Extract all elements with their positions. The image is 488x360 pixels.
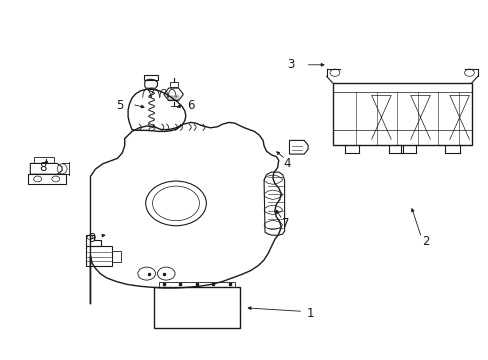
Text: 7: 7 xyxy=(282,217,289,230)
Text: 8: 8 xyxy=(39,161,47,174)
Text: 1: 1 xyxy=(306,307,314,320)
Text: 9: 9 xyxy=(88,232,96,245)
Text: 6: 6 xyxy=(186,99,194,112)
Text: 3: 3 xyxy=(286,58,294,71)
Text: 5: 5 xyxy=(116,99,123,112)
Text: 4: 4 xyxy=(283,157,291,170)
Text: 2: 2 xyxy=(421,235,428,248)
